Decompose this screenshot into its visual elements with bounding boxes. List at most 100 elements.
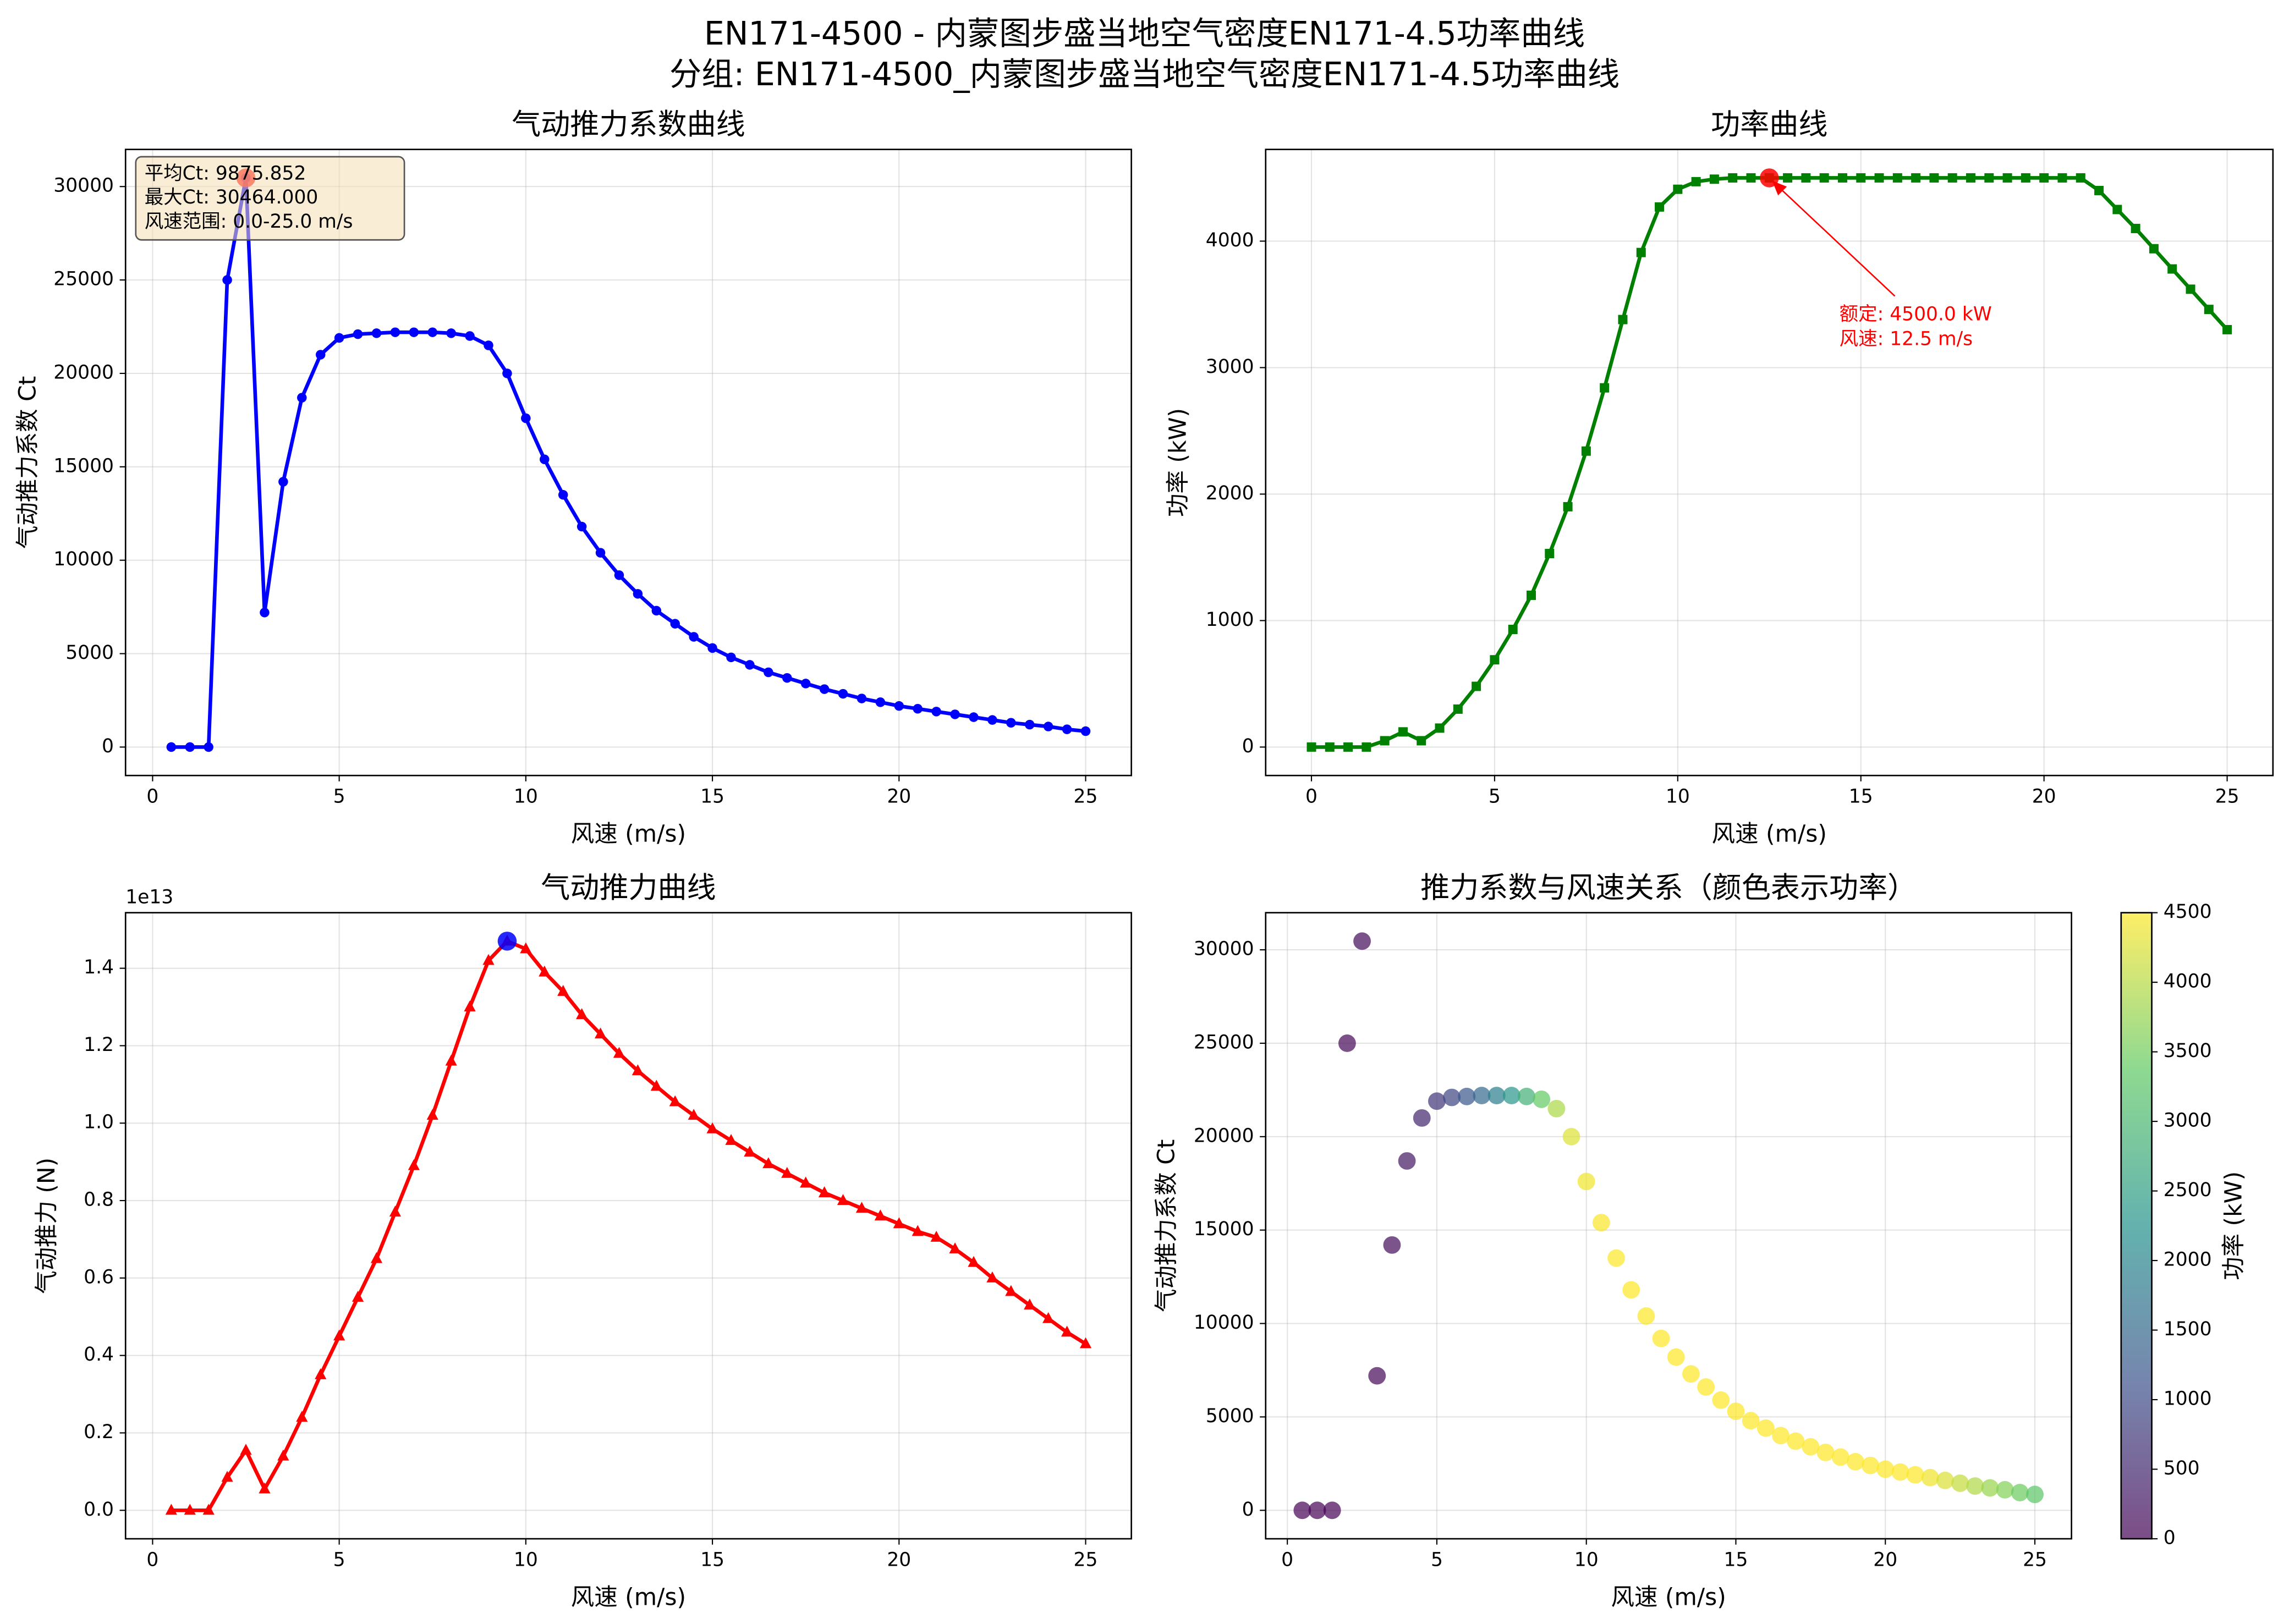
figure-subtitle: 分组: EN171-4500_内蒙图步盛当地空气密度EN171-4.5功率曲线: [669, 56, 1620, 93]
y-tick-label: 5000: [1206, 1405, 1254, 1427]
scatter-point: [1951, 1474, 1969, 1492]
marker: [725, 1133, 737, 1145]
marker: [1856, 173, 1866, 183]
marker: [2021, 173, 2030, 183]
data-line: [171, 939, 1087, 1512]
x-tick-label: 15: [1849, 785, 1873, 807]
marker: [2094, 185, 2104, 195]
scatter-point: [1697, 1378, 1715, 1396]
marker: [1709, 174, 1719, 184]
y-tick-label: 4000: [1206, 229, 1254, 251]
marker: [334, 333, 344, 343]
marker: [893, 1217, 905, 1229]
y-tick-label: 0: [102, 735, 114, 757]
scatter-point: [1338, 1034, 1356, 1052]
x-tick-label: 20: [2032, 785, 2056, 807]
x-tick-label: 15: [700, 785, 724, 807]
marker: [837, 1194, 849, 1205]
marker: [912, 1225, 924, 1236]
marker: [278, 477, 288, 487]
scatter-point: [1458, 1087, 1476, 1105]
marker: [370, 1252, 383, 1263]
marker: [818, 1186, 831, 1197]
marker: [2076, 173, 2085, 183]
marker: [726, 652, 736, 663]
x-tick-label: 5: [1489, 785, 1501, 807]
scatter-point: [1518, 1087, 1535, 1105]
scatter-point: [1577, 1172, 1595, 1191]
plot-frame: [1265, 148, 2274, 777]
marker: [1307, 742, 1316, 752]
marker: [408, 1159, 420, 1170]
marker: [540, 454, 550, 464]
marker: [1819, 173, 1829, 183]
marker: [688, 1109, 700, 1120]
colorbar-tick-label: 0: [2164, 1527, 2176, 1549]
marker: [1837, 173, 1847, 183]
scatter-point: [1383, 1236, 1401, 1254]
marker: [539, 965, 551, 977]
marker: [2131, 223, 2140, 233]
marker: [1911, 173, 1921, 183]
marker: [782, 673, 792, 683]
marker: [838, 689, 848, 699]
x-tick-label: 5: [1431, 1549, 1443, 1571]
scatter-point: [1308, 1501, 1326, 1520]
x-tick-label: 10: [1574, 1549, 1599, 1571]
scatter-point: [1981, 1479, 1999, 1497]
info-text: 平均Ct: 9875.852: [145, 162, 306, 184]
marker: [353, 329, 363, 339]
marker: [1947, 173, 1957, 183]
marker: [1398, 727, 1408, 737]
x-tick-label: 0: [1281, 1549, 1293, 1571]
scatter-point: [1398, 1152, 1416, 1170]
marker: [1691, 177, 1701, 186]
scatter-point: [1368, 1367, 1386, 1385]
marker: [315, 1368, 327, 1379]
y-tick-label: 0: [1242, 1499, 1254, 1521]
arrow-head: [1772, 180, 1787, 196]
marker: [1984, 173, 1994, 183]
marker: [986, 1271, 998, 1282]
marker: [800, 1176, 812, 1188]
x-tick-label: 25: [1074, 785, 1098, 807]
marker: [333, 1329, 345, 1341]
scatter-point: [1547, 1099, 1566, 1117]
y-tick-label: 10000: [53, 548, 114, 570]
x-tick-label: 15: [1724, 1549, 1748, 1571]
marker: [1600, 383, 1610, 393]
marker: [950, 709, 960, 719]
scatter-point: [1533, 1090, 1551, 1108]
marker: [482, 954, 495, 965]
marker: [669, 1095, 681, 1106]
y-tick-label: 25000: [1194, 1031, 1254, 1053]
marker: [800, 679, 811, 689]
marker: [577, 521, 587, 532]
scatter-point: [1787, 1432, 1805, 1450]
marker: [1673, 184, 1683, 194]
marker: [371, 328, 382, 338]
y-tick-label: 30000: [1194, 938, 1254, 960]
x-tick-label: 20: [887, 1549, 911, 1571]
x-axis-label: 风速 (m/s): [571, 821, 686, 847]
marker: [931, 707, 941, 717]
marker: [1362, 742, 1371, 752]
y-axis-label: 气动推力 (N): [34, 1158, 61, 1294]
marker: [819, 684, 830, 694]
scatter-point: [1921, 1468, 1939, 1487]
marker: [2204, 305, 2214, 315]
y-axis-label: 功率 (kW): [1165, 408, 1192, 517]
marker: [297, 393, 307, 403]
x-tick-label: 10: [1666, 785, 1690, 807]
colorbar-label: 功率 (kW): [2220, 1171, 2247, 1280]
marker: [874, 1209, 886, 1221]
scatter-point: [1816, 1444, 1835, 1461]
marker: [781, 1166, 793, 1178]
y-tick-label: 0.8: [84, 1189, 114, 1211]
marker: [1079, 1337, 1092, 1348]
marker: [166, 742, 177, 752]
scatter-point: [1353, 932, 1371, 950]
x-tick-label: 10: [514, 1549, 538, 1571]
y-axis-label: 气动推力系数 Ct: [15, 376, 42, 549]
